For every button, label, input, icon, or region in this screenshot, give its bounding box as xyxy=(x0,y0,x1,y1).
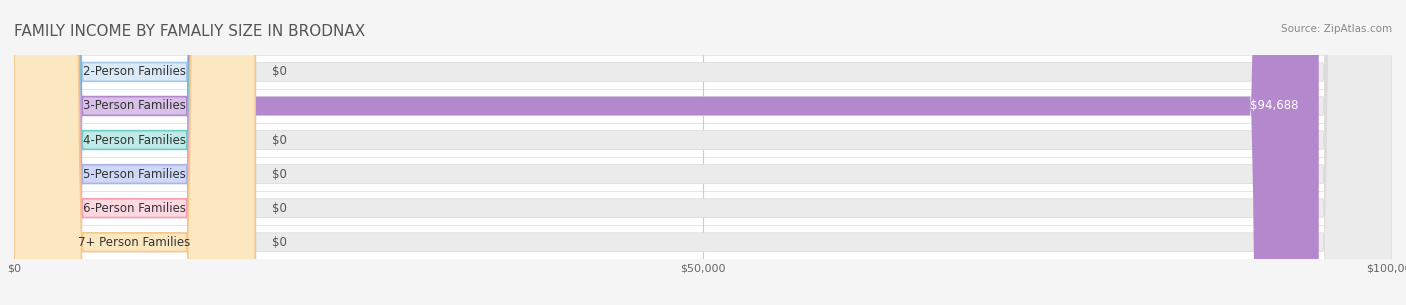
FancyBboxPatch shape xyxy=(14,0,1392,305)
Text: $94,688: $94,688 xyxy=(1250,99,1298,113)
FancyBboxPatch shape xyxy=(14,0,1392,305)
Text: Source: ZipAtlas.com: Source: ZipAtlas.com xyxy=(1281,24,1392,34)
FancyBboxPatch shape xyxy=(14,0,1392,305)
FancyBboxPatch shape xyxy=(14,0,1319,305)
FancyBboxPatch shape xyxy=(14,0,1392,305)
FancyBboxPatch shape xyxy=(14,0,256,305)
FancyBboxPatch shape xyxy=(14,0,256,305)
Text: 3-Person Families: 3-Person Families xyxy=(83,99,186,113)
Text: $0: $0 xyxy=(271,236,287,249)
Text: $0: $0 xyxy=(271,134,287,146)
Text: FAMILY INCOME BY FAMALIY SIZE IN BRODNAX: FAMILY INCOME BY FAMALIY SIZE IN BRODNAX xyxy=(14,24,366,39)
Bar xyxy=(14,89,1392,123)
Text: 7+ Person Families: 7+ Person Families xyxy=(79,236,191,249)
FancyBboxPatch shape xyxy=(14,0,256,305)
Text: $0: $0 xyxy=(271,202,287,215)
Text: $0: $0 xyxy=(271,66,287,78)
Bar xyxy=(14,55,1392,89)
Bar xyxy=(14,225,1392,259)
Bar xyxy=(14,123,1392,157)
FancyBboxPatch shape xyxy=(14,0,1392,305)
Text: 2-Person Families: 2-Person Families xyxy=(83,66,186,78)
Text: $0: $0 xyxy=(271,168,287,181)
FancyBboxPatch shape xyxy=(14,0,256,305)
FancyBboxPatch shape xyxy=(14,0,256,305)
Bar xyxy=(14,191,1392,225)
Text: 4-Person Families: 4-Person Families xyxy=(83,134,186,146)
FancyBboxPatch shape xyxy=(14,0,256,305)
Bar xyxy=(14,157,1392,191)
Text: 6-Person Families: 6-Person Families xyxy=(83,202,186,215)
FancyBboxPatch shape xyxy=(14,0,1392,305)
Text: 5-Person Families: 5-Person Families xyxy=(83,168,186,181)
